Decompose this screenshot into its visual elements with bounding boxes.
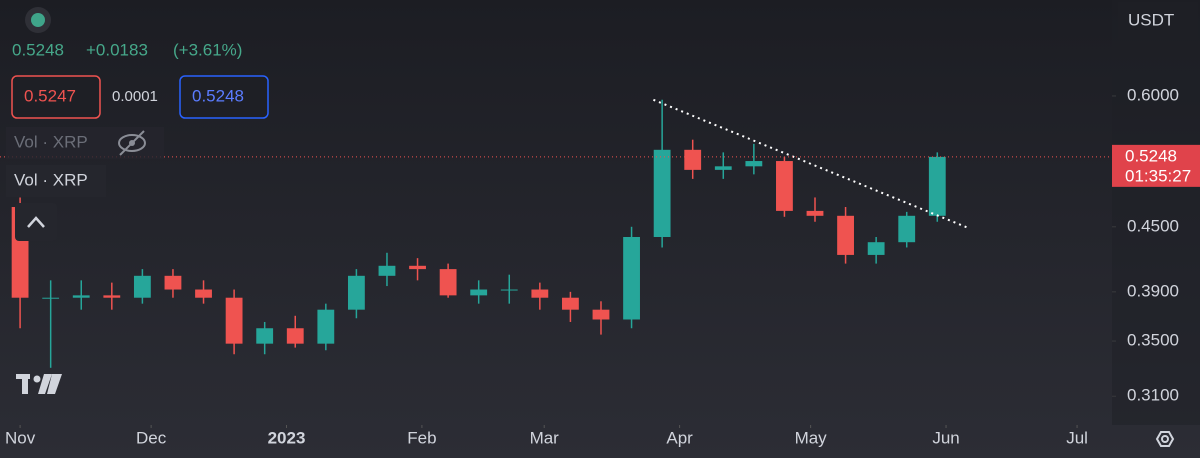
candle-body [928, 156, 946, 216]
candle-body [745, 161, 763, 167]
price: 0.5248 [12, 40, 64, 59]
vol-row-2 [6, 165, 106, 197]
candle-body [195, 289, 212, 298]
vol-row [6, 127, 164, 159]
candle-body [500, 289, 518, 291]
settings-icon[interactable] [1155, 431, 1175, 447]
x-tick-label: Dec [136, 428, 167, 447]
trendline [653, 98, 969, 229]
x-tick-label: May [795, 428, 828, 447]
plot [0, 95, 1116, 428]
candle-body [837, 215, 854, 255]
change-pct: (+3.61%) [173, 40, 242, 59]
x-tick-label: Jun [932, 428, 959, 447]
y-tick-label: 0.6000 [1127, 85, 1179, 104]
y-tick-label: 0.3500 [1127, 331, 1179, 350]
y-tick-label: 0.3100 [1127, 386, 1179, 405]
candle-body [562, 297, 579, 310]
candle-body [72, 295, 90, 298]
candle-body [898, 215, 916, 243]
status-dot [31, 13, 45, 27]
candle-body [347, 275, 365, 310]
price-axis [1112, 0, 1200, 425]
candle-body [592, 309, 610, 320]
buy-price[interactable]: 0.5248 [192, 86, 244, 105]
last-price-box [1112, 144, 1200, 187]
chevron [27, 216, 45, 228]
candle-body [256, 328, 274, 344]
candle-body [470, 289, 488, 296]
y-tick-label: 0.3900 [1127, 281, 1179, 300]
candle-body [806, 210, 824, 216]
tv-logo [16, 374, 62, 394]
candle-body [42, 297, 60, 299]
vol-label-2: Vol · XRP [14, 170, 88, 189]
sell-button[interactable] [11, 75, 101, 119]
candle-body [225, 297, 243, 344]
sell-price[interactable]: 0.5247 [24, 86, 76, 105]
candle-body [684, 149, 702, 170]
vol-label: Vol · XRP [14, 132, 88, 151]
eye-off-icon[interactable] [118, 130, 146, 156]
candle-body [317, 309, 335, 344]
x-tick-label: 2023 [268, 428, 306, 447]
spread: 0.0001 [112, 88, 158, 105]
candle-body [653, 149, 671, 238]
candle-body [409, 265, 426, 270]
x-tick-label: Nov [5, 428, 36, 447]
x-tick-label: Apr [666, 428, 693, 447]
candle-body [103, 295, 121, 298]
x-tick-label: Jul [1066, 428, 1088, 447]
candle-body [776, 161, 793, 211]
candle-body [867, 242, 885, 255]
last-price-label: 0.5248 [1125, 146, 1177, 165]
candle-body [133, 275, 151, 298]
candle-body [439, 269, 457, 296]
candle-body [286, 328, 304, 344]
currency-box [1118, 2, 1198, 40]
y-tick-label: 0.4500 [1127, 216, 1179, 235]
candle-body [164, 275, 182, 290]
x-tick-label: Mar [530, 428, 560, 447]
x-tick-label: Feb [407, 428, 436, 447]
buy-button[interactable] [179, 75, 269, 119]
candle-body [623, 237, 640, 320]
candle-body [714, 166, 732, 170]
candle-body [378, 265, 396, 276]
collapse-button[interactable] [15, 203, 57, 241]
candle-body [531, 289, 549, 298]
countdown: 01:35:27 [1125, 166, 1191, 185]
currency: USDT [1128, 10, 1174, 29]
change: +0.0183 [86, 40, 148, 59]
